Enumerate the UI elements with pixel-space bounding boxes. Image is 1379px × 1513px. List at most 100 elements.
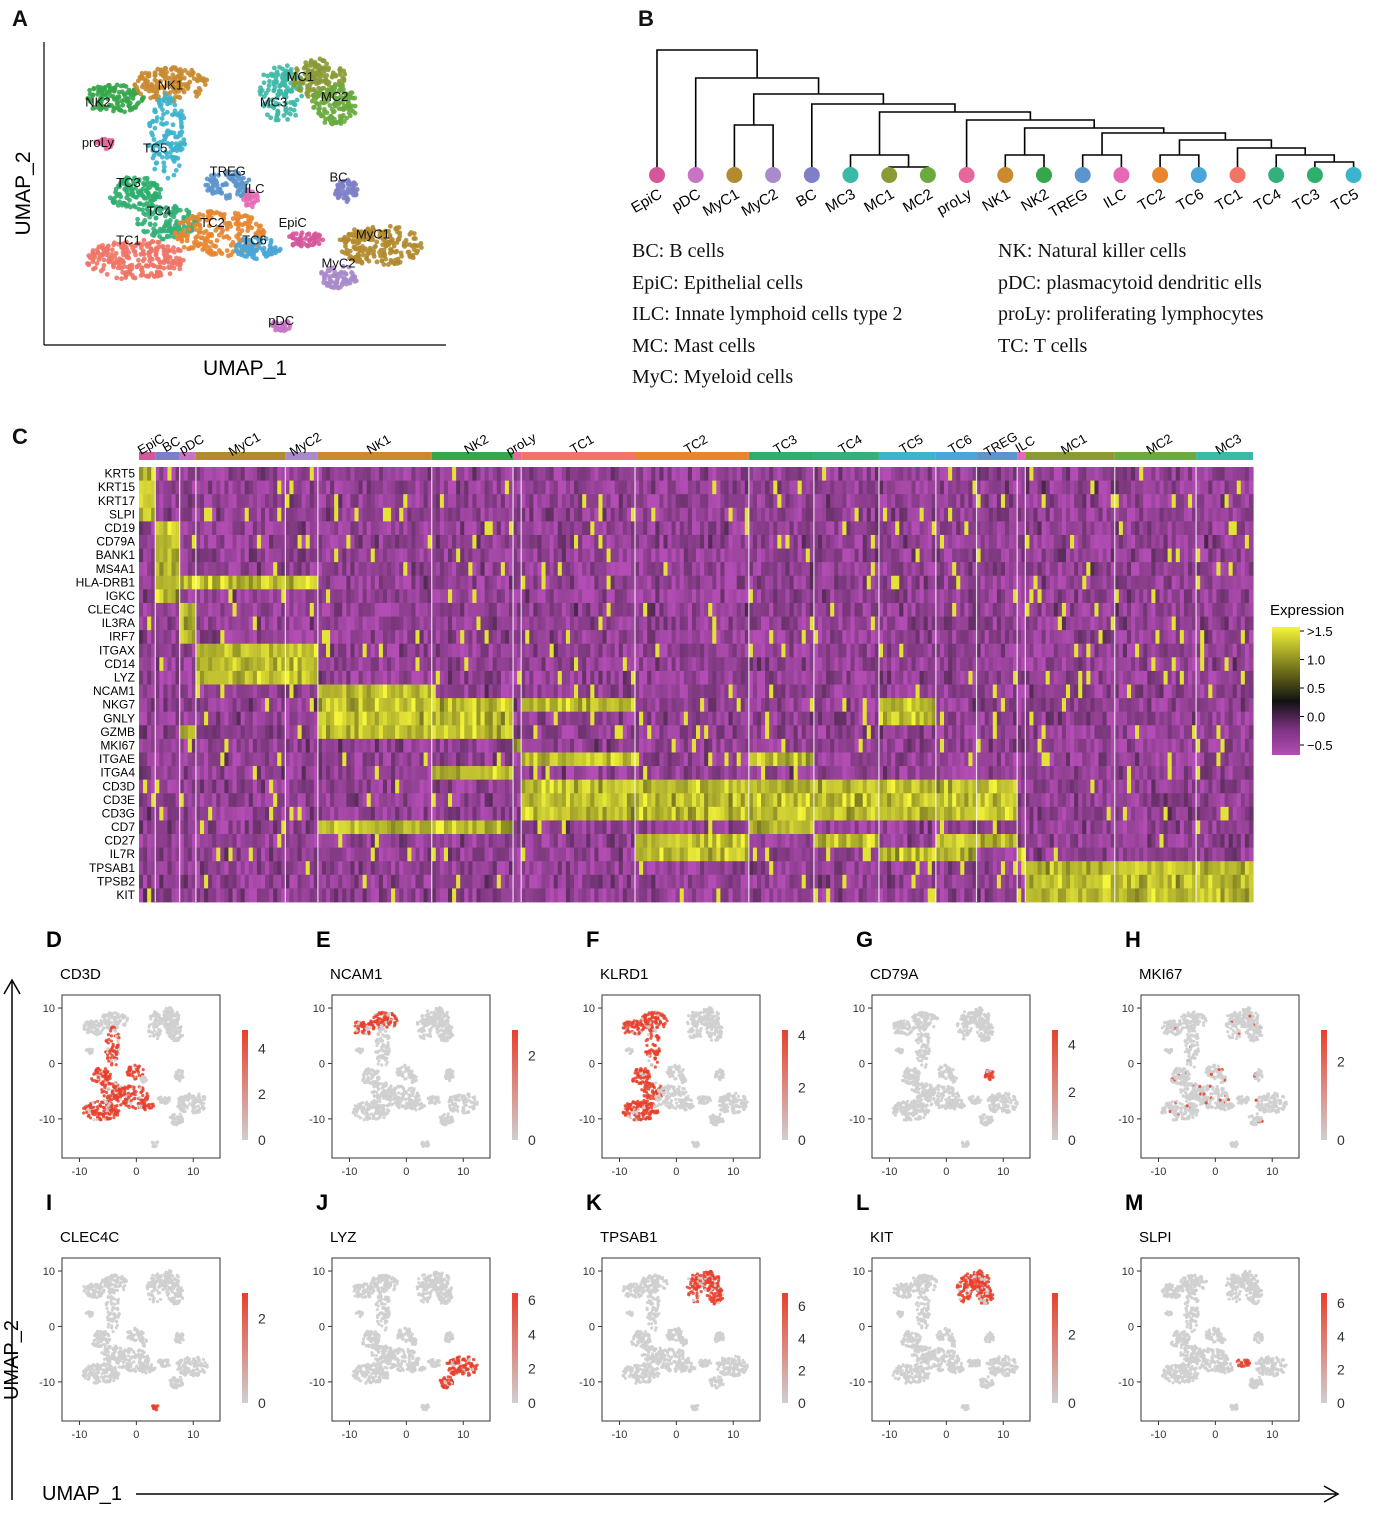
heatmap-cell <box>252 711 258 726</box>
heatmap-cell <box>338 888 343 903</box>
heatmap-cell <box>362 861 368 876</box>
heatmap-cell <box>289 806 295 821</box>
heatmap-cell <box>151 480 156 495</box>
heatmap-cell <box>362 874 368 889</box>
heatmap-cell <box>374 521 380 536</box>
heatmap-cell <box>236 575 242 590</box>
heatmap-cell <box>147 820 152 835</box>
heatmap-cell <box>191 806 197 821</box>
heatmap-cell <box>167 467 173 481</box>
umap-point <box>106 103 112 108</box>
umap-point <box>166 260 172 265</box>
heatmap-cell <box>321 562 327 577</box>
heatmap-cell <box>403 806 408 821</box>
heatmap-cell <box>183 548 189 563</box>
heatmap-cell <box>321 548 327 563</box>
umap-point <box>303 60 309 66</box>
heatmap-cell <box>204 480 209 495</box>
heatmap-cell <box>330 806 335 821</box>
heatmap-cell <box>187 534 193 549</box>
umap-point <box>297 242 303 248</box>
umap-point <box>343 195 348 201</box>
heatmap-cell <box>301 643 307 658</box>
heatmap-cell <box>281 548 286 563</box>
heatmap-cell <box>399 480 404 495</box>
heatmap-cell <box>374 779 380 794</box>
heatmap-cell <box>297 766 303 781</box>
heatmap-cell <box>419 521 425 536</box>
heatmap-cell <box>281 698 286 713</box>
umap-point <box>121 83 127 88</box>
umap-point <box>291 81 297 87</box>
heatmap-cell <box>447 616 453 631</box>
heatmap-cell <box>305 752 311 767</box>
heatmap-cell <box>504 711 510 726</box>
heatmap-cell <box>370 684 376 699</box>
heatmap-cell <box>183 698 189 713</box>
umap-point <box>346 179 352 185</box>
heatmap-cell <box>330 847 335 862</box>
heatmap-cell <box>427 684 433 699</box>
umap-point <box>276 88 282 94</box>
heatmap-cell <box>212 534 217 549</box>
heatmap-cell <box>374 657 380 672</box>
heatmap-cell <box>151 562 156 577</box>
heatmap-cell <box>252 725 258 740</box>
heatmap-cell <box>183 793 189 808</box>
umap-point <box>321 69 327 74</box>
umap-point <box>234 248 240 254</box>
heatmap-cell <box>212 643 217 658</box>
heatmap-cell <box>508 480 514 495</box>
umap-point <box>181 257 186 263</box>
umap-point <box>177 84 183 89</box>
heatmap-cell <box>224 521 230 536</box>
heatmap-cell <box>415 874 421 889</box>
heatmap-cell <box>326 602 331 617</box>
umap-point <box>265 73 271 79</box>
heatmap-cell <box>464 521 469 536</box>
heatmap-cell <box>484 521 490 536</box>
heatmap-cell <box>248 657 254 672</box>
heatmap-cell <box>403 711 408 726</box>
heatmap-cell <box>191 684 197 699</box>
heatmap-cell <box>330 738 335 753</box>
heatmap-cell <box>265 834 270 849</box>
heatmap-cell <box>366 589 372 604</box>
heatmap-cell <box>346 616 352 631</box>
heatmap-cell <box>236 766 242 781</box>
heatmap-cell <box>167 820 173 835</box>
heatmap-cell <box>464 467 469 481</box>
heatmap-cell <box>374 616 380 631</box>
heatmap-cell <box>256 779 262 794</box>
heatmap-cell <box>309 467 315 481</box>
heatmap-cell <box>443 602 449 617</box>
heatmap-cell <box>220 616 225 631</box>
heatmap-cell <box>236 698 242 713</box>
heatmap-cell <box>378 888 384 903</box>
heatmap-cell <box>248 684 254 699</box>
umap-point <box>135 264 140 269</box>
heatmap-cell <box>139 562 144 577</box>
heatmap-cell <box>387 494 392 509</box>
heatmap-cell <box>399 643 404 658</box>
heatmap-cell <box>321 467 327 481</box>
heatmap-cell <box>387 738 392 753</box>
heatmap-cell <box>224 684 230 699</box>
heatmap-cell <box>281 534 286 549</box>
umap-point <box>189 72 195 78</box>
heatmap-cell <box>382 548 388 563</box>
heatmap-cell <box>265 494 270 509</box>
heatmap-cell <box>252 834 258 849</box>
heatmap-cell <box>395 643 400 658</box>
heatmap-cell <box>374 548 380 563</box>
umap-point <box>374 259 380 265</box>
heatmap-cell <box>366 521 372 536</box>
heatmap-cell <box>492 589 498 604</box>
heatmap-cell <box>431 752 437 767</box>
heatmap-cell <box>366 630 372 645</box>
heatmap-cell <box>419 562 425 577</box>
heatmap-cell <box>504 467 510 481</box>
heatmap-cell <box>187 752 193 767</box>
heatmap-cell <box>183 806 189 821</box>
heatmap-cell <box>305 793 311 808</box>
